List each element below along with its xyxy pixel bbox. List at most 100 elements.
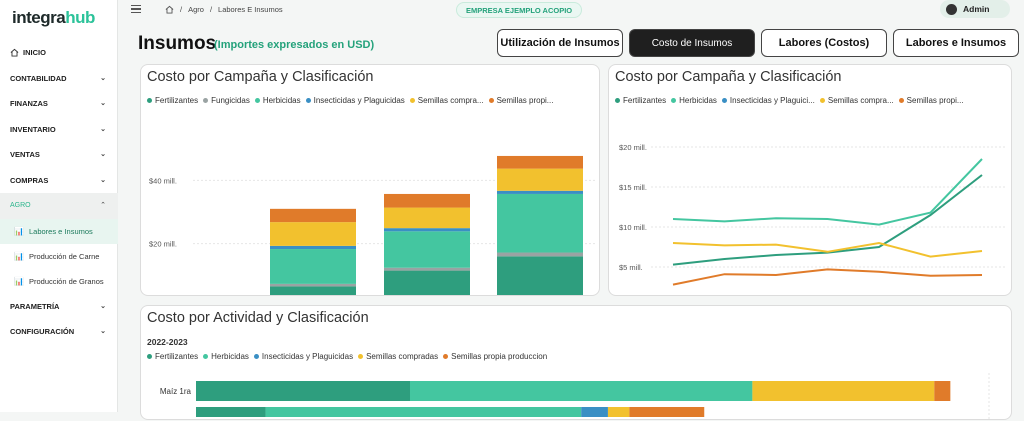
bar-segment[interactable] <box>497 168 583 191</box>
y-tick-label: $10 mill. <box>619 223 647 232</box>
tab-costo-insumos[interactable]: Costo de Insumos <box>629 29 755 57</box>
legend-item[interactable]: Herbicidas <box>203 352 249 361</box>
y-tick-label: Maíz 1ra <box>160 387 192 396</box>
bar-segment[interactable] <box>497 193 583 253</box>
sidebar-item-labores-insumos[interactable]: 📊 Labores e Insumos <box>0 218 118 244</box>
chevron-down-icon: ⌄ <box>100 176 106 184</box>
legend-item[interactable]: Semillas compra... <box>819 96 894 105</box>
bar-segment[interactable] <box>497 252 583 257</box>
bar-segment[interactable] <box>196 381 410 401</box>
sidebar-item-inicio[interactable]: INICIO <box>0 40 118 66</box>
bar-segment[interactable] <box>384 267 470 271</box>
tab-labores-insumos[interactable]: Labores e Insumos <box>893 29 1019 57</box>
user-menu[interactable]: Admin <box>940 0 1010 18</box>
sidebar-item-produccion-granos[interactable]: 📊 Producción de Granos <box>0 269 118 294</box>
legend-marker <box>721 98 727 103</box>
company-badge[interactable]: EMPRESA EJEMPLO ACOPIO <box>456 2 583 18</box>
breadcrumb-separator: / <box>209 5 213 14</box>
sidebar-item-parametria[interactable]: PARAMETRÍA ⌄ <box>0 294 118 320</box>
bar-segment[interactable] <box>270 222 356 246</box>
y-tick-label: $40 mill. <box>149 176 177 185</box>
page-subtitle: (Importes expresados en USD) <box>214 39 375 51</box>
bar-segment[interactable] <box>384 207 470 229</box>
sidebar-item-ventas[interactable]: VENTAS ⌄ <box>0 142 118 168</box>
legend-label: Fungicidas <box>211 96 250 105</box>
app-logo[interactable]: integrahub <box>12 8 95 28</box>
chart-subtitle: 2022-2023 <box>147 337 188 347</box>
legend-item[interactable]: Fertilizantes <box>147 96 198 105</box>
legend-item[interactable]: Fertilizantes <box>147 352 198 361</box>
legend-marker <box>671 98 677 103</box>
breadcrumb-item[interactable]: Agro <box>188 5 204 14</box>
bar-segment[interactable] <box>752 381 935 401</box>
legend-label: Fertilizantes <box>623 96 667 105</box>
bar-segment[interactable] <box>497 256 583 295</box>
legend-item[interactable]: Semillas compra... <box>409 96 484 105</box>
legend-item[interactable]: Herbicidas <box>671 96 717 105</box>
legend-label: Fertilizantes <box>155 352 199 361</box>
bar-segment[interactable] <box>196 407 266 417</box>
bar-segment[interactable] <box>629 407 705 417</box>
legend-item[interactable]: Semillas compradas <box>358 352 438 361</box>
bar-segment[interactable] <box>270 245 356 250</box>
bar-segment[interactable] <box>270 286 356 295</box>
bar-segment[interactable] <box>270 283 356 287</box>
sidebar-item-inventario[interactable]: INVENTARIO ⌄ <box>0 117 118 143</box>
legend-item[interactable]: Insecticidas y Plaguicidas <box>253 352 353 361</box>
bar-segment[interactable] <box>497 190 583 194</box>
logo-accent: hub <box>65 8 95 27</box>
legend-item[interactable]: Semillas propia produccion <box>443 352 547 361</box>
sidebar-item-agro[interactable]: AGRO ⌃ <box>0 193 118 219</box>
tab-utilizacion-insumos[interactable]: Utilización de Insumos <box>497 29 623 57</box>
sidebar-item-label: AGRO <box>10 202 31 210</box>
bar-segment[interactable] <box>270 249 356 284</box>
sidebar-item-configuracion[interactable]: CONFIGURACIÓN ⌄ <box>0 319 118 345</box>
bar-segment[interactable] <box>384 228 470 232</box>
series-line[interactable] <box>672 158 983 226</box>
legend-item[interactable]: Fungicidas <box>203 96 250 105</box>
chart-card-campana-stacked: Costo por Campaña y Clasificación Fertil… <box>140 64 600 296</box>
chevron-down-icon: ⌄ <box>100 100 106 107</box>
chart-card-actividad: Costo por Actividad y Clasificación 2022… <box>140 305 1012 421</box>
sidebar-item-produccion-carne[interactable]: 📊 Producción de Carne <box>0 244 118 269</box>
bar-segment[interactable] <box>384 231 470 268</box>
legend-marker <box>203 354 209 359</box>
legend-item[interactable]: Fertilizantes <box>615 96 666 105</box>
bar-segment[interactable] <box>581 407 608 417</box>
series-line[interactable] <box>672 268 983 286</box>
sidebar-item-contabilidad[interactable]: CONTABILIDAD ⌄ <box>0 66 118 92</box>
legend-label: Fertilizantes <box>155 96 199 105</box>
series-line[interactable] <box>672 241 983 258</box>
sidebar-item-finanzas[interactable]: FINANZAS ⌄ <box>0 91 118 117</box>
menu-icon[interactable] <box>131 5 141 15</box>
chart-title: Costo por Campaña y Clasificación <box>147 69 374 85</box>
legend-label: Semillas propia produccion <box>451 352 548 361</box>
sidebar-item-label: CONFIGURACIÓN <box>10 327 75 337</box>
legend-label: Semillas compra... <box>417 96 484 105</box>
legend-item[interactable]: Insecticidas y Plaguici... <box>721 96 815 105</box>
home-icon[interactable] <box>165 5 174 14</box>
bar-segment[interactable] <box>497 155 583 169</box>
bar-segment[interactable] <box>270 208 356 223</box>
legend-item[interactable]: Insecticidas y Plaguicidas <box>305 96 405 105</box>
legend-marker <box>253 354 259 359</box>
user-name: Admin <box>963 4 990 14</box>
bar-segment[interactable] <box>410 381 753 401</box>
legend-label: Herbicidas <box>262 96 301 105</box>
legend-item[interactable]: Semillas propi... <box>898 96 964 105</box>
legend-marker <box>147 354 152 359</box>
bar-segment[interactable] <box>384 193 470 208</box>
bar-segment[interactable] <box>607 407 630 417</box>
bar-segment[interactable] <box>934 381 951 401</box>
legend-marker <box>203 98 209 103</box>
user-icon <box>946 3 957 15</box>
sidebar-item-label: VENTAS <box>10 150 40 160</box>
bar-segment[interactable] <box>384 270 470 295</box>
legend-item[interactable]: Herbicidas <box>254 96 301 105</box>
bar-segment[interactable] <box>265 407 582 417</box>
legend-marker <box>409 98 415 103</box>
legend-item[interactable]: Semillas propi... <box>488 96 553 105</box>
chart-icon: 📊 <box>14 276 24 286</box>
tab-labores-costos[interactable]: Labores (Costos) <box>761 29 887 57</box>
sidebar-item-compras[interactable]: COMPRAS ⌄ <box>0 168 118 194</box>
